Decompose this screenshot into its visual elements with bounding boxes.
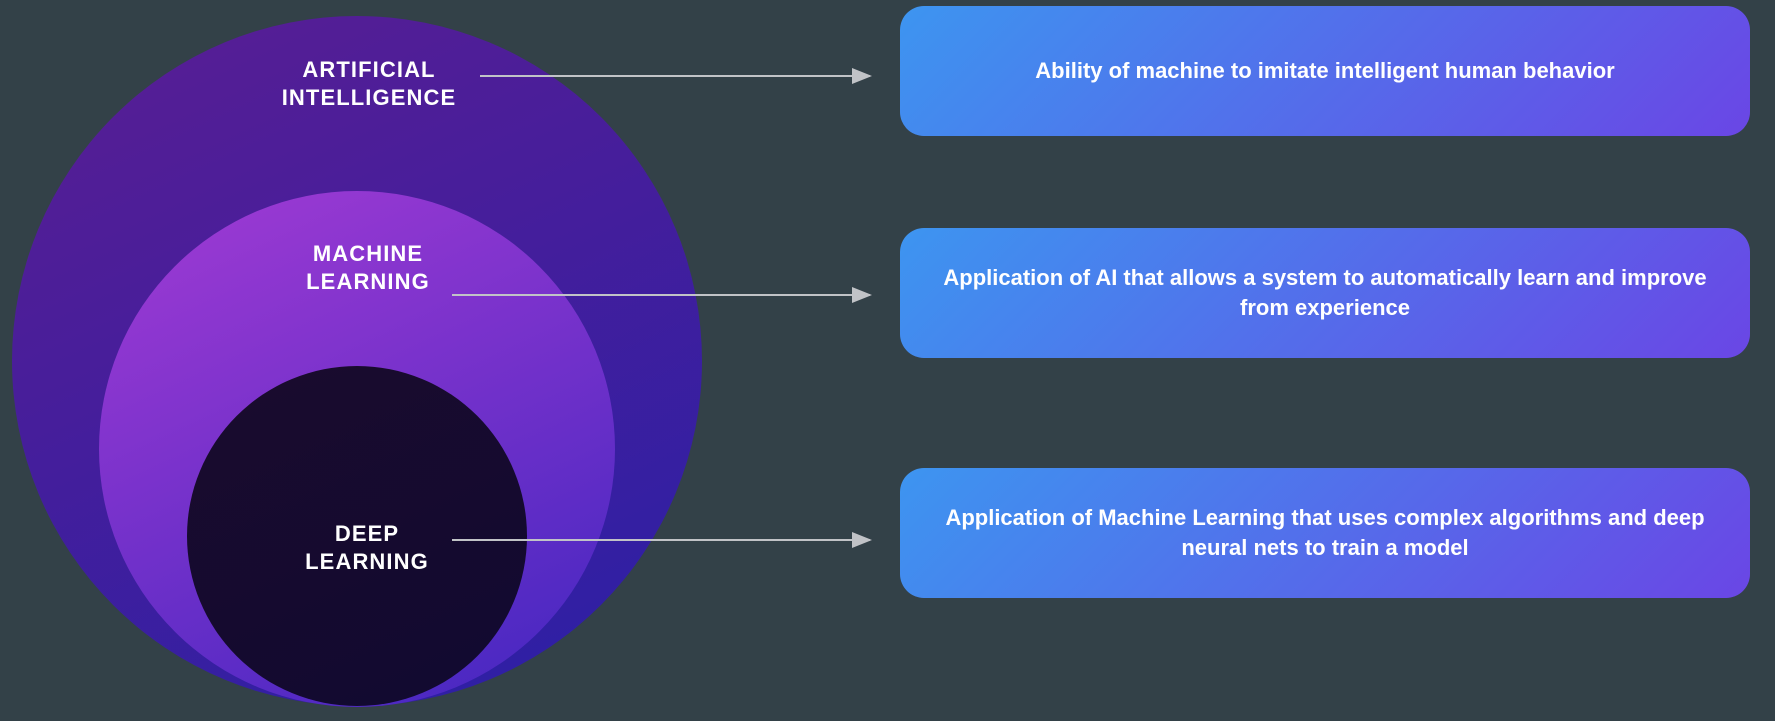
card-ml: Application of AI that allows a system t…: [900, 228, 1750, 358]
circle-label-ml: MACHINE LEARNING: [278, 240, 458, 295]
card-ml-text: Application of AI that allows a system t…: [936, 263, 1714, 322]
card-dl-text: Application of Machine Learning that use…: [936, 503, 1714, 562]
circle-label-dl: DEEP LEARNING: [282, 520, 452, 575]
card-dl: Application of Machine Learning that use…: [900, 468, 1750, 598]
card-ai-text: Ability of machine to imitate intelligen…: [1035, 56, 1614, 86]
diagram-canvas: ARTIFICIAL INTELLIGENCE MACHINE LEARNING D…: [0, 0, 1775, 721]
circle-label-ai: ARTIFICIAL INTELLIGENCE: [254, 56, 484, 111]
card-ai: Ability of machine to imitate intelligen…: [900, 6, 1750, 136]
